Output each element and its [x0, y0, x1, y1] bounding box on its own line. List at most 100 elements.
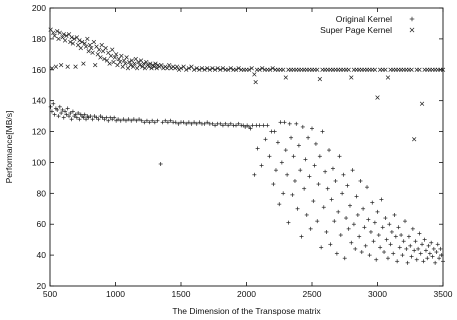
data-point-original-kernel: [144, 118, 149, 123]
data-point-original-kernel: [427, 251, 432, 256]
cross-b: [383, 67, 388, 72]
data-point-super-page-kernel: [186, 66, 192, 71]
data-point-original-kernel: [131, 117, 136, 122]
cross-b: [144, 59, 149, 65]
data-point-original-kernel: [372, 220, 377, 225]
axis-ticks: [49, 7, 444, 287]
y-tick-label: 80: [37, 188, 47, 198]
data-point-original-kernel: [358, 178, 363, 183]
data-point-original-kernel: [412, 248, 417, 253]
data-point-original-kernel: [147, 120, 152, 125]
data-point-original-kernel: [257, 123, 262, 128]
data-point-original-kernel: [282, 120, 287, 125]
data-point-super-page-kernel: [56, 36, 61, 42]
data-point-original-kernel: [294, 121, 299, 126]
data-point-original-kernel: [137, 117, 142, 122]
data-point-super-page-kernel: [112, 55, 117, 60]
cross-b: [51, 30, 56, 35]
cross-b: [346, 67, 351, 72]
data-point-super-page-kernel: [87, 42, 93, 48]
cross-b: [102, 56, 107, 62]
data-point-super-page-kernel: [349, 75, 354, 80]
data-point-original-kernel: [388, 242, 393, 247]
data-point-super-page-kernel: [205, 66, 210, 71]
cross-b: [253, 79, 258, 85]
cross-b: [218, 67, 223, 72]
data-point-super-page-kernel: [315, 67, 320, 72]
data-point-super-page-kernel: [79, 39, 85, 45]
data-point-super-page-kernel: [236, 66, 241, 71]
data-point-original-kernel: [385, 256, 390, 261]
data-point-original-kernel: [312, 163, 317, 168]
data-point-super-page-kernel: [102, 56, 107, 62]
data-point-original-kernel: [255, 146, 260, 151]
data-point-original-kernel: [311, 199, 316, 204]
cross-b: [141, 61, 146, 66]
data-point-original-kernel: [173, 120, 178, 125]
data-point-original-kernel: [121, 117, 126, 122]
data-point-original-kernel: [399, 233, 404, 238]
data-point-original-kernel: [77, 117, 82, 122]
legend-marker-plus: [409, 16, 415, 22]
data-point-super-page-kernel: [149, 66, 154, 71]
data-point-original-kernel: [116, 117, 121, 122]
series-original-kernel: [48, 101, 445, 265]
data-point-original-kernel: [391, 251, 396, 256]
data-point-original-kernel: [333, 178, 338, 183]
data-point-super-page-kernel: [131, 64, 136, 69]
data-point-super-page-kernel: [82, 41, 87, 46]
data-point-original-kernel: [349, 240, 354, 245]
data-point-original-kernel: [403, 219, 408, 224]
cross-b: [82, 41, 87, 46]
x-axis-title: The Dimension of the Transpose matrix: [172, 306, 321, 316]
data-point-original-kernel: [299, 234, 304, 239]
data-point-original-kernel: [347, 203, 352, 208]
data-point-original-kernel: [417, 231, 422, 236]
data-point-super-page-kernel: [440, 67, 446, 72]
data-point-original-kernel: [228, 121, 233, 126]
cross-b: [233, 67, 239, 72]
data-point-original-kernel: [265, 123, 270, 128]
cross-b: [270, 66, 275, 71]
cross-b: [66, 32, 72, 37]
data-point-original-kernel: [84, 117, 89, 122]
data-point-original-kernel: [273, 168, 278, 173]
data-point-original-kernel: [287, 121, 292, 126]
data-point-super-page-kernel: [246, 67, 252, 72]
data-point-original-kernel: [96, 117, 101, 122]
data-point-original-kernel: [438, 246, 443, 251]
cross-b: [81, 61, 86, 66]
data-point-original-kernel: [152, 120, 157, 125]
cross-b: [215, 66, 220, 71]
data-point-original-kernel: [308, 226, 313, 231]
cross-b: [236, 66, 241, 71]
data-point-original-kernel: [413, 239, 418, 244]
data-point-original-kernel: [129, 118, 134, 123]
legend: Original Kernel Super Page Kernel: [320, 14, 415, 35]
data-point-original-kernel: [139, 118, 144, 123]
cross-b: [89, 46, 94, 51]
data-point-super-page-kernel: [412, 137, 417, 142]
data-point-super-page-kernel: [64, 33, 69, 38]
data-point-original-kernel: [69, 117, 74, 122]
data-point-original-kernel: [313, 141, 318, 146]
data-point-original-kernel: [362, 225, 367, 230]
cross-b: [191, 67, 197, 72]
data-point-original-kernel: [351, 222, 356, 227]
x-tick-label: 500: [43, 289, 57, 299]
cross-b: [49, 66, 55, 71]
data-point-super-page-kernel: [210, 66, 215, 71]
cross-b: [106, 50, 111, 55]
cross-b: [117, 59, 123, 65]
cross-b: [249, 66, 254, 71]
data-point-super-page-kernel: [57, 30, 62, 35]
legend-cross-symbol: [409, 27, 415, 33]
data-point-original-kernel: [202, 121, 207, 126]
data-point-original-kernel: [338, 233, 343, 238]
cross-b: [375, 95, 380, 100]
data-point-original-kernel: [341, 172, 346, 177]
data-point-original-kernel: [48, 104, 53, 109]
cross-b: [72, 36, 77, 42]
cross-b: [174, 64, 180, 69]
cross-b: [137, 62, 142, 68]
